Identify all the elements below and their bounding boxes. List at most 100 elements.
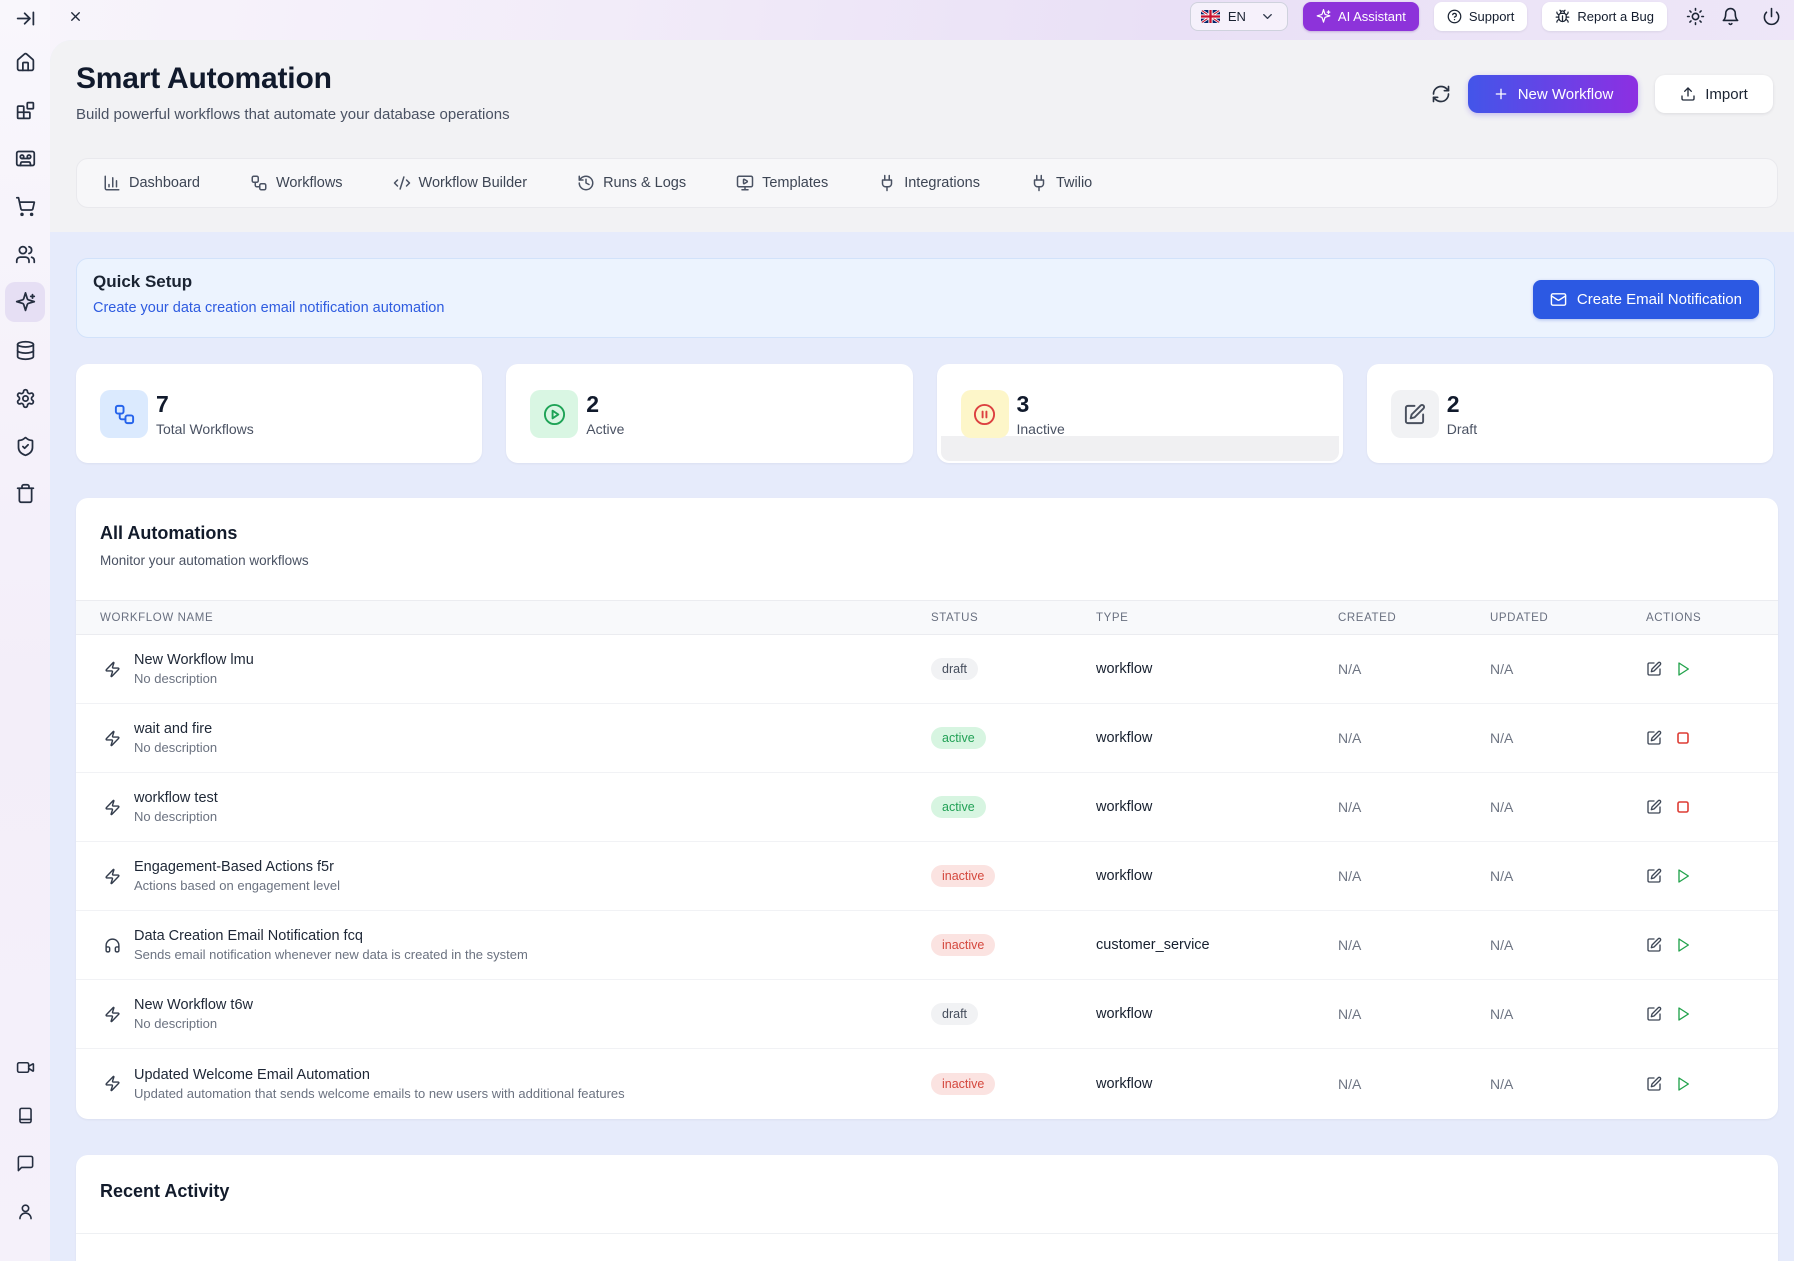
updated-value: N/A (1490, 661, 1514, 677)
stat-card-active[interactable]: 2 Active (506, 364, 913, 463)
edit-icon[interactable] (1646, 661, 1662, 677)
zap-icon (105, 868, 120, 884)
table-row[interactable]: Updated Welcome Email Automation Updated… (76, 1049, 1778, 1118)
edit-icon[interactable] (1646, 799, 1662, 815)
stat-card-inactive[interactable]: 3 Inactive (936, 364, 1343, 463)
stat-card-draft[interactable]: 2 Draft (1366, 364, 1773, 463)
new-workflow-label: New Workflow (1517, 85, 1614, 103)
tab-dashboard[interactable]: Dashboard (103, 174, 200, 192)
created-value: N/A (1338, 868, 1362, 884)
support-button[interactable]: Support (1433, 1, 1528, 31)
updated-value: N/A (1490, 1006, 1514, 1022)
tab-templates[interactable]: Templates (736, 174, 828, 192)
run-icon[interactable] (1675, 1076, 1691, 1092)
edit-icon[interactable] (1646, 1006, 1662, 1022)
run-icon[interactable] (1675, 661, 1691, 677)
run-icon[interactable] (1675, 1006, 1691, 1022)
row-actions (1646, 730, 1754, 746)
new-workflow-button[interactable]: New Workflow (1468, 75, 1638, 113)
run-icon[interactable] (1675, 868, 1691, 884)
database-icon[interactable] (5, 330, 45, 370)
help-circle-icon (1447, 9, 1462, 23)
workflow-name: Data Creation Email Notification fcq (134, 928, 363, 944)
workflow-name: wait and fire (134, 721, 213, 737)
main-panel: Smart Automation Build powerful workflow… (50, 40, 1794, 1261)
workflow-type: workflow (1096, 1006, 1153, 1022)
edit-icon[interactable] (1646, 937, 1662, 953)
tablet-icon[interactable] (5, 1095, 45, 1135)
refresh-icon[interactable] (1431, 84, 1451, 104)
workflow-type: workflow (1096, 799, 1153, 815)
cassette-icon[interactable] (5, 138, 45, 178)
report-bug-button[interactable]: Report a Bug (1542, 1, 1667, 31)
power-icon[interactable] (1758, 3, 1784, 29)
bell-icon[interactable] (1717, 3, 1743, 29)
workflow-name: workflow test (134, 790, 218, 806)
plug-icon (1033, 174, 1045, 192)
updated-value: N/A (1490, 799, 1514, 815)
chat-icon[interactable] (5, 1143, 45, 1183)
bar-chart-icon (104, 175, 120, 191)
settings-icon[interactable] (5, 378, 45, 418)
chevron-down-icon (1260, 9, 1275, 24)
stat-label: Draft (1446, 421, 1478, 437)
workflow-type: workflow (1096, 730, 1153, 746)
workflow-name: New Workflow t6w (134, 997, 253, 1013)
stat-value: 2 (1446, 391, 1460, 417)
tab-label: Workflow Builder (418, 175, 528, 191)
workflow-description: No description (134, 1016, 218, 1031)
tab-workflow-builder[interactable]: Workflow Builder (393, 174, 528, 192)
user-icon[interactable] (5, 1191, 45, 1231)
stat-label: Active (586, 421, 625, 437)
table-row[interactable]: New Workflow lmu No description draft wo… (76, 635, 1778, 704)
stat-card-total-workflows[interactable]: 7 Total Workflows (76, 364, 483, 463)
pause-circle-icon (960, 390, 1009, 438)
table-row[interactable]: Engagement-Based Actions f5r Actions bas… (76, 842, 1778, 911)
users-icon[interactable] (5, 234, 45, 274)
close-icon[interactable] (68, 9, 83, 24)
shield-check-icon[interactable] (5, 426, 45, 466)
video-icon[interactable] (5, 1047, 45, 1087)
workflow-name: New Workflow lmu (134, 652, 254, 668)
stat-value: 3 (1016, 391, 1030, 417)
edit-icon[interactable] (1646, 730, 1662, 746)
tab-workflows[interactable]: Workflows (250, 174, 343, 192)
create-email-notification-button[interactable]: Create Email Notification (1532, 280, 1759, 319)
workflow-type-icon (104, 1075, 121, 1092)
all-automations-title: All Automations (100, 523, 238, 543)
blocks-icon[interactable] (5, 90, 45, 130)
automations-table: WORKFLOW NAME STATUS TYPE CREATED UPDATE… (76, 600, 1778, 1118)
import-button[interactable]: Import (1655, 75, 1773, 113)
topbar: EN AI Assistant Support Report a Bug (50, 0, 1794, 40)
table-row[interactable]: workflow test No description active work… (76, 773, 1778, 842)
stop-icon[interactable] (1675, 730, 1691, 746)
tabs-bar: Dashboard Workflows Workflow Builder Run… (76, 158, 1778, 208)
language-select[interactable]: EN (1189, 1, 1288, 31)
workflow-name: Updated Welcome Email Automation (134, 1066, 370, 1083)
edit-icon[interactable] (1646, 868, 1662, 884)
updated-value: N/A (1490, 937, 1514, 953)
tab-twilio[interactable]: Twilio (1030, 174, 1092, 192)
workflow-type-icon (104, 868, 121, 885)
col-created: CREATED (1338, 611, 1397, 624)
trash-icon[interactable] (5, 473, 45, 513)
sparkles-icon[interactable] (5, 282, 45, 322)
create-email-notification-label: Create Email Notification (1576, 291, 1742, 308)
cart-icon[interactable] (5, 186, 45, 226)
stop-icon[interactable] (1675, 799, 1691, 815)
table-row[interactable]: wait and fire No description active work… (76, 704, 1778, 773)
ai-assistant-button[interactable]: AI Assistant (1302, 1, 1419, 31)
home-icon[interactable] (5, 42, 45, 82)
run-icon[interactable] (1675, 937, 1691, 953)
tab-integrations[interactable]: Integrations (878, 174, 980, 192)
table-row[interactable]: New Workflow t6w No description draft wo… (76, 980, 1778, 1049)
zap-icon (105, 730, 120, 746)
workflow-description: Actions based on engagement level (134, 878, 340, 893)
collapse-sidebar-icon[interactable] (5, 0, 45, 38)
table-row[interactable]: Data Creation Email Notification fcq Sen… (76, 911, 1778, 980)
status-badge: inactive (931, 934, 996, 956)
sun-icon[interactable] (1682, 3, 1708, 29)
edit-icon[interactable] (1646, 1076, 1662, 1092)
tab-runs-logs[interactable]: Runs & Logs (577, 174, 686, 192)
row-actions (1646, 1076, 1754, 1092)
